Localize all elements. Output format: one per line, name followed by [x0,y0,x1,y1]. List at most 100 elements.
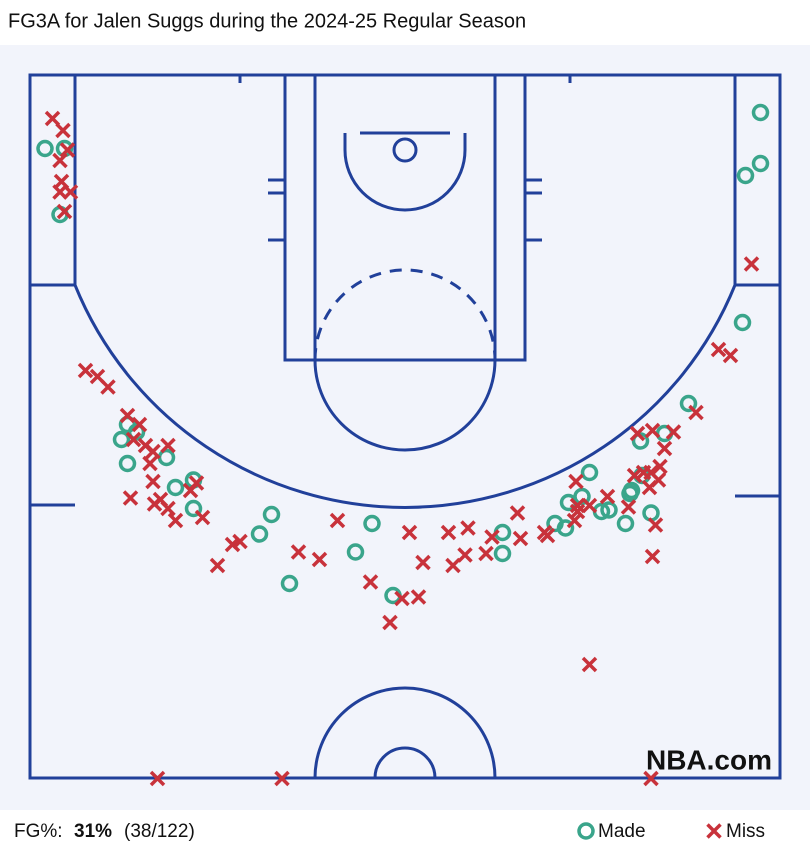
shot-cross [145,473,161,490]
shot-cross [569,497,586,514]
shot-circle [184,499,203,518]
shot-cross [224,536,241,553]
shot-cross [362,574,379,590]
shot-cross [643,464,659,481]
shot-cross [710,341,727,358]
shot-cross [629,425,646,442]
shot-cross [626,467,643,484]
shot-cross [131,416,148,433]
shot-circle [346,543,365,561]
watermark: NBA.com [646,744,772,775]
shot-cross [647,517,664,533]
shot-cross [100,379,116,395]
shot-cross [539,527,556,544]
shot-cross [440,524,457,541]
shot-cross [329,512,346,529]
shot-cross [415,554,431,571]
shot-cross [512,530,529,547]
shot-cross [146,496,163,512]
shot-cross [59,142,76,158]
legend-marker [706,823,722,839]
shot-cross [722,347,739,364]
shot-circle [679,394,698,413]
shot-circle [556,519,575,537]
shot-cross [142,455,158,472]
shot-circle [166,478,185,497]
shot-circle [363,514,381,533]
shot-cross [478,545,494,562]
legend-marker [577,822,595,840]
shot-cross [52,152,68,169]
shot-cross [119,407,136,424]
shot-cross [581,656,598,673]
fg-label: FG%: [14,821,63,842]
shot-circle [600,501,618,519]
shot-cross [688,404,704,421]
shot-cross [52,184,68,200]
shot-cross [644,548,661,565]
shot-circle [631,432,650,450]
legend-label: Miss [726,821,765,842]
shot-cross [644,422,661,439]
shot-cross [77,362,94,379]
fg-count: (38/122) [124,821,195,842]
shot-cross [457,547,473,563]
shot-cross [274,770,290,787]
shot-cross [509,505,526,521]
legend-label: Made [598,821,646,842]
shot-cross [194,509,211,526]
shot-cross [568,473,584,490]
shot-circle [751,103,770,122]
shot-circle [733,313,752,332]
shot-cross [160,500,176,517]
shot-cross [460,520,476,536]
shot-cross [122,490,139,506]
shot-cross [643,770,659,787]
shot-cross [182,482,199,499]
shot-cross [160,437,176,454]
shot-cross [445,557,461,574]
shot-cross [55,122,71,139]
shot-circle [250,525,269,543]
shot-cross [656,440,673,457]
shot-cross [311,551,328,568]
fg-pct: 31% [74,821,112,842]
shot-circle [118,454,137,473]
shot-cross [56,203,73,220]
shot-cross [665,424,682,440]
shot-cross [566,512,583,529]
court-lines [28,73,782,780]
shot-cross [394,590,410,607]
shot-cross [569,503,586,520]
shot-cross [652,458,668,475]
shot-cross [620,499,637,515]
shot-cross [382,614,398,631]
shot-circle [580,463,599,482]
chart-title: FG3A for Jalen Suggs during the 2024-25 … [8,10,526,32]
shot-cross [410,589,427,605]
fg-stats: FG%: 31% (38/122) [14,821,195,842]
shot-cross [145,443,161,460]
shot-circle [751,154,770,173]
shot-cross [167,512,184,529]
shot-circle [112,430,131,449]
shot-circle [280,574,299,593]
shot-circle [493,544,512,563]
shot-circle [573,487,591,506]
shot-cross [290,544,307,560]
shot-cross [743,256,760,272]
shot-cross [149,770,166,787]
shot-cross [401,524,418,541]
shot-circle [127,423,146,441]
shot-circle [262,505,281,524]
shot-cross [484,529,500,545]
shot-circle [736,166,755,185]
shot-cross [209,557,226,574]
shot-cross [44,110,61,127]
shot-cross [125,431,142,448]
shot-circle [36,139,54,158]
shot-circle [616,514,635,533]
shot-cross [581,497,598,514]
shot-cross [599,488,616,505]
